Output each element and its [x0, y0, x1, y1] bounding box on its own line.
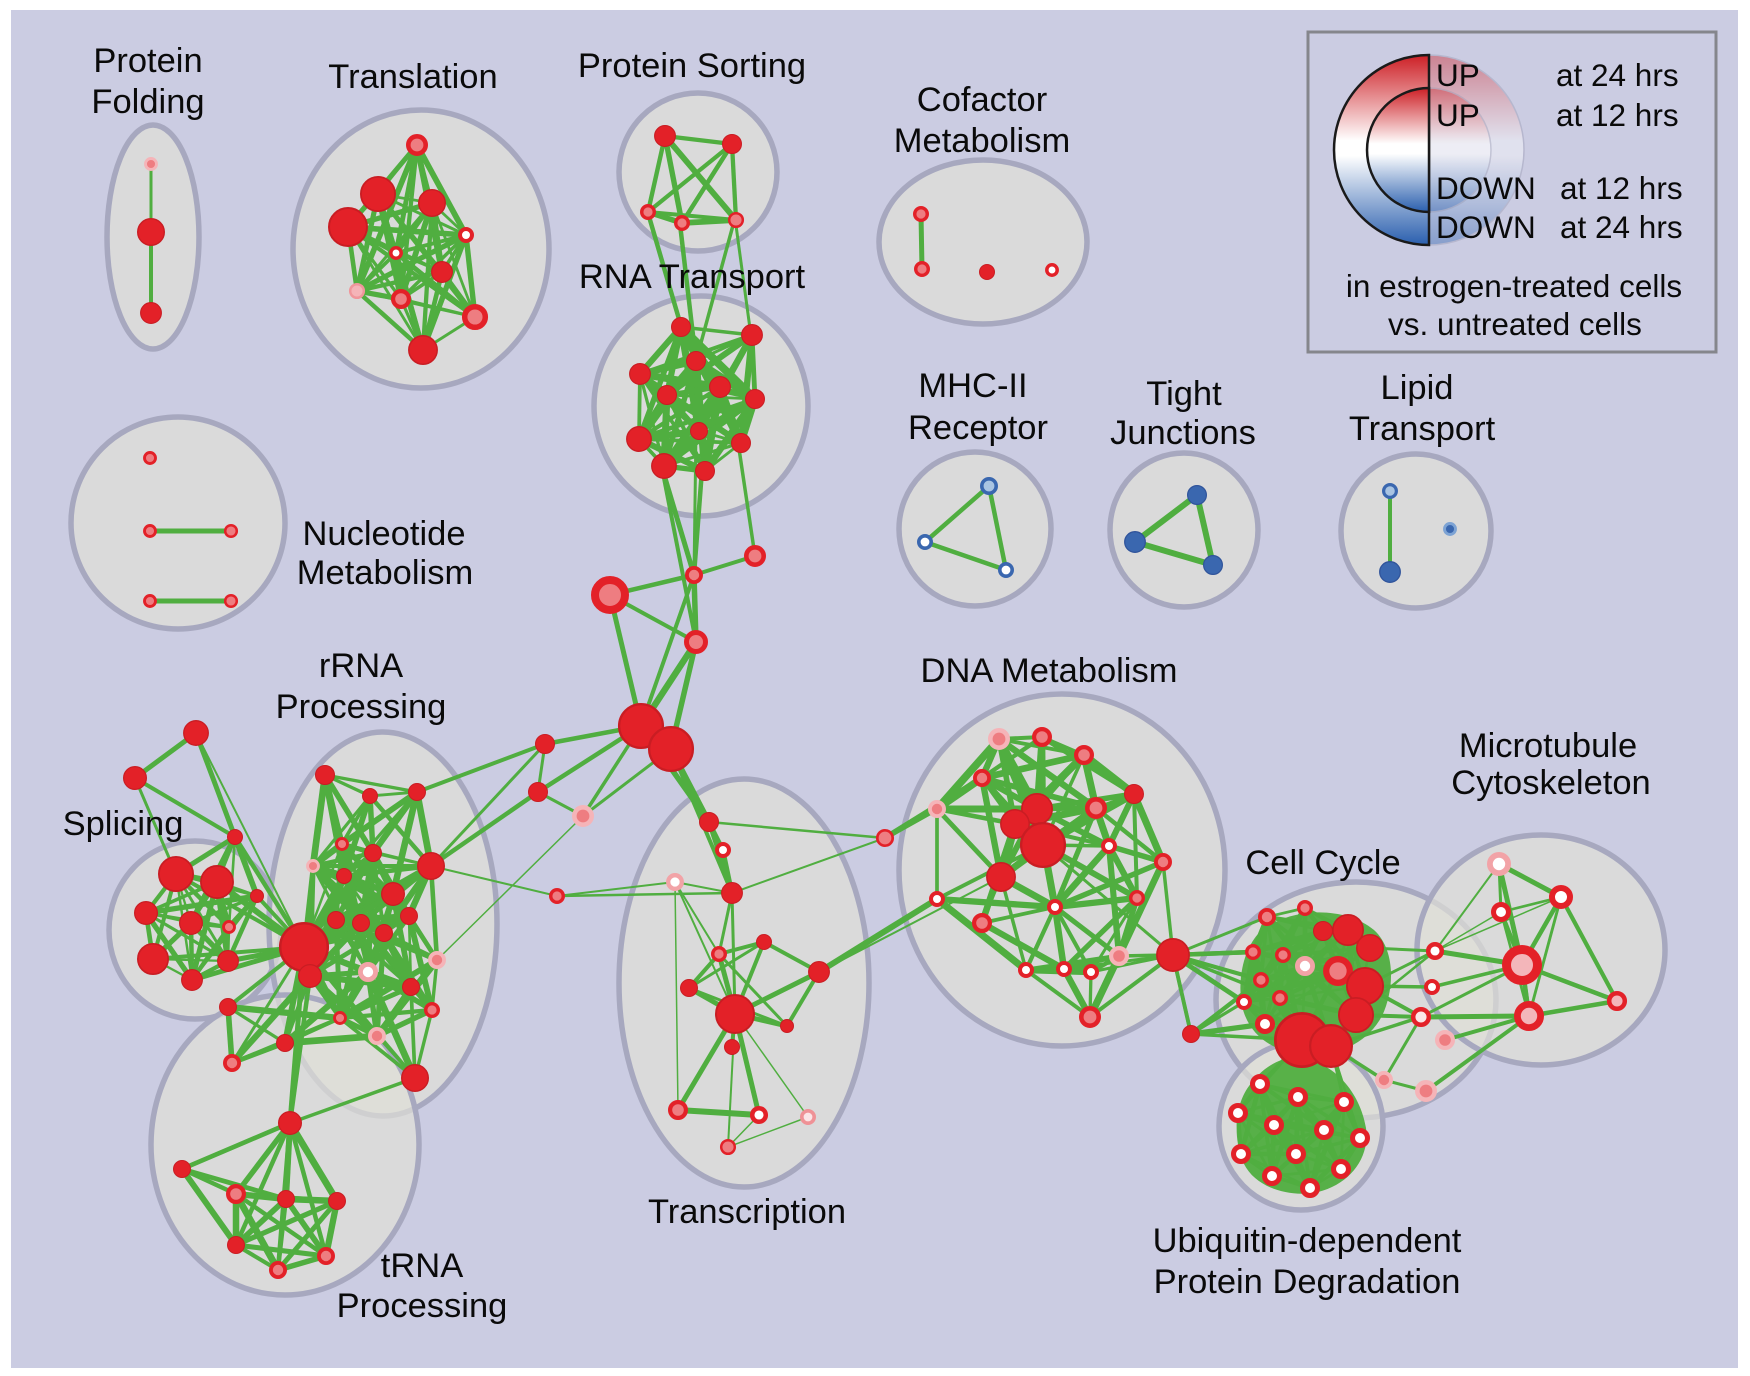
- svg-text:DNA Metabolism: DNA Metabolism: [921, 652, 1178, 690]
- svg-text:RNA Transport: RNA Transport: [579, 258, 806, 296]
- svg-text:Junctions: Junctions: [1110, 414, 1256, 452]
- svg-text:Metabolism: Metabolism: [297, 554, 473, 592]
- svg-text:UP: UP: [1436, 57, 1480, 93]
- svg-text:DOWN: DOWN: [1436, 209, 1536, 245]
- svg-text:vs. untreated cells: vs. untreated cells: [1388, 306, 1642, 342]
- svg-text:Protein: Protein: [93, 42, 202, 80]
- svg-text:MHC-II: MHC-II: [918, 367, 1027, 405]
- svg-text:Protein Sorting: Protein Sorting: [578, 47, 806, 85]
- svg-text:Lipid: Lipid: [1381, 369, 1454, 407]
- svg-text:Cytoskeleton: Cytoskeleton: [1451, 764, 1650, 802]
- svg-text:Receptor: Receptor: [908, 409, 1048, 447]
- svg-text:Splicing: Splicing: [63, 805, 184, 843]
- svg-text:UP: UP: [1436, 97, 1480, 133]
- svg-text:Microtubule: Microtubule: [1459, 727, 1637, 765]
- svg-text:in estrogen-treated cells: in estrogen-treated cells: [1346, 268, 1682, 304]
- svg-text:Metabolism: Metabolism: [894, 122, 1070, 160]
- svg-text:at 24 hrs: at 24 hrs: [1560, 209, 1683, 245]
- svg-text:Processing: Processing: [276, 688, 447, 726]
- svg-text:Nucleotide: Nucleotide: [302, 515, 465, 553]
- svg-text:Processing: Processing: [337, 1287, 508, 1325]
- svg-text:at 12 hrs: at 12 hrs: [1556, 97, 1679, 133]
- svg-text:DOWN: DOWN: [1436, 170, 1536, 206]
- svg-text:at 12 hrs: at 12 hrs: [1560, 170, 1683, 206]
- svg-text:rRNA: rRNA: [319, 647, 403, 685]
- svg-text:Ubiquitin-dependent: Ubiquitin-dependent: [1153, 1222, 1462, 1260]
- svg-text:Folding: Folding: [91, 83, 204, 121]
- svg-text:Cell Cycle: Cell Cycle: [1245, 844, 1400, 882]
- svg-text:tRNA: tRNA: [381, 1247, 463, 1285]
- svg-text:Cofactor: Cofactor: [917, 81, 1047, 119]
- svg-text:Transport: Transport: [1349, 410, 1496, 448]
- svg-text:Protein Degradation: Protein Degradation: [1154, 1263, 1461, 1301]
- svg-text:Translation: Translation: [328, 58, 497, 96]
- svg-text:at 24 hrs: at 24 hrs: [1556, 57, 1679, 93]
- svg-text:Tight: Tight: [1146, 375, 1222, 413]
- svg-text:Transcription: Transcription: [648, 1193, 846, 1231]
